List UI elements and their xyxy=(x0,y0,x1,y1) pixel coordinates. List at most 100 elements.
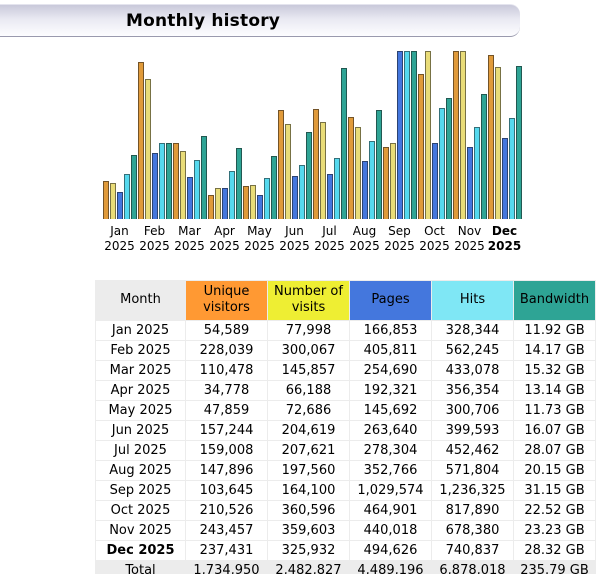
month-column: Dec 2025 xyxy=(487,51,522,254)
month-cell: Apr 2025 xyxy=(95,379,186,401)
month-label: Dec 2025 xyxy=(487,224,522,253)
month-label: Oct 2025 xyxy=(419,224,450,253)
bandwidth-bar xyxy=(340,68,347,219)
bandwidth-bar xyxy=(200,136,207,219)
pages-bar xyxy=(501,138,508,219)
pages-bar xyxy=(116,192,123,219)
value-cell: 464,901 xyxy=(349,499,432,521)
unique-visitors-bar xyxy=(137,62,144,219)
value-cell: 47,859 xyxy=(185,399,268,421)
value-cell: 300,067 xyxy=(267,339,350,361)
bandwidth-bar xyxy=(270,156,277,219)
table-row: Jan 2025 54,589 77,998 166,853 328,344 11.92 … xyxy=(95,319,596,341)
value-cell: 300,706 xyxy=(431,399,514,421)
month-label: Nov 2025 xyxy=(454,224,485,253)
monthly-history-table: Month Unique visitors Number of visits Page… xyxy=(95,280,596,574)
column-header: Bandwidth xyxy=(513,280,596,321)
table-row: Feb 2025 228,039 300,067 405,811 562,245 14.1… xyxy=(95,339,596,361)
table-row: Jun 2025 157,244 204,619 263,640 399,593 16.0… xyxy=(95,419,596,441)
month-label: Jul 2025 xyxy=(314,224,345,253)
value-cell: 204,619 xyxy=(267,419,350,441)
number-of-visits-bar xyxy=(144,79,151,219)
value-cell: 28.32 GB xyxy=(513,539,596,561)
hits-bar xyxy=(158,143,165,219)
month-column: Oct 2025 xyxy=(417,51,452,254)
number-of-visits-bar xyxy=(494,67,501,219)
total-value-cell: 235.79 GB xyxy=(513,559,596,574)
month-cell: Jun 2025 xyxy=(95,419,186,441)
value-cell: 228,039 xyxy=(185,339,268,361)
pages-bar xyxy=(466,147,473,219)
value-cell: 1,029,574 xyxy=(349,479,432,501)
number-of-visits-bar xyxy=(249,185,256,219)
month-cell: Oct 2025 xyxy=(95,499,186,521)
value-cell: 147,896 xyxy=(185,459,268,481)
column-header: Hits xyxy=(431,280,514,321)
number-of-visits-bar xyxy=(214,188,221,219)
bar-group xyxy=(417,51,452,219)
bar-group xyxy=(242,51,277,219)
month-cell: Jan 2025 xyxy=(95,319,186,341)
value-cell: 740,837 xyxy=(431,539,514,561)
value-cell: 237,431 xyxy=(185,539,268,561)
table-row: Sep 2025 103,645 164,100 1,029,574 1,236,325… xyxy=(95,479,596,501)
total-row: Total 1,734,950 2,482,827 4,489,196 6,878,01… xyxy=(95,559,596,574)
month-label: Feb 2025 xyxy=(139,224,170,253)
bandwidth-bar xyxy=(165,143,172,219)
value-cell: 23.23 GB xyxy=(513,519,596,541)
value-cell: 14.17 GB xyxy=(513,339,596,361)
value-cell: 359,603 xyxy=(267,519,350,541)
table-row: Jul 2025 159,008 207,621 278,304 452,462 28.0… xyxy=(95,439,596,461)
value-cell: 494,626 xyxy=(349,539,432,561)
value-cell: 28.07 GB xyxy=(513,439,596,461)
value-cell: 254,690 xyxy=(349,359,432,381)
unique-visitors-bar xyxy=(172,143,179,219)
unique-visitors-bar xyxy=(382,147,389,219)
total-value-cell: 6,878,018 xyxy=(431,559,514,574)
month-cell: Aug 2025 xyxy=(95,459,186,481)
column-header: Unique visitors xyxy=(185,280,268,321)
month-column: Apr 2025 xyxy=(207,51,242,254)
bar-group xyxy=(207,51,242,219)
hits-bar xyxy=(403,51,410,219)
month-column: Jan 2025 xyxy=(102,51,137,254)
bar-group xyxy=(312,51,347,219)
month-column: Sep 2025 xyxy=(382,51,417,254)
pages-bar xyxy=(396,51,403,219)
value-cell: 243,457 xyxy=(185,519,268,541)
month-label: Apr 2025 xyxy=(209,224,240,253)
section-title: Monthly history xyxy=(126,10,281,31)
total-label-cell: Total xyxy=(95,559,186,574)
total-value-cell: 2,482,827 xyxy=(267,559,350,574)
month-cell: Feb 2025 xyxy=(95,339,186,361)
month-column: May 2025 xyxy=(242,51,277,254)
table-row: Nov 2025 243,457 359,603 440,018 678,380 23.2… xyxy=(95,519,596,541)
value-cell: 16.07 GB xyxy=(513,419,596,441)
number-of-visits-bar xyxy=(389,143,396,219)
total-value-cell: 4,489,196 xyxy=(349,559,432,574)
value-cell: 440,018 xyxy=(349,519,432,541)
hits-bar xyxy=(228,171,235,219)
pages-bar xyxy=(221,188,228,219)
total-value-cell: 1,734,950 xyxy=(185,559,268,574)
value-cell: 166,853 xyxy=(349,319,432,341)
month-column: Mar 2025 xyxy=(172,51,207,254)
pages-bar xyxy=(186,177,193,219)
value-cell: 13.14 GB xyxy=(513,379,596,401)
number-of-visits-bar xyxy=(109,183,116,219)
value-cell: 210,526 xyxy=(185,499,268,521)
hits-bar xyxy=(193,160,200,219)
hits-bar xyxy=(473,127,480,219)
table-row: Aug 2025 147,896 197,560 352,766 571,804 20.1… xyxy=(95,459,596,481)
pages-bar xyxy=(361,161,368,219)
value-cell: 11.73 GB xyxy=(513,399,596,421)
value-cell: 54,589 xyxy=(185,319,268,341)
bar-group xyxy=(487,51,522,219)
value-cell: 207,621 xyxy=(267,439,350,461)
unique-visitors-bar xyxy=(487,55,494,219)
value-cell: 405,811 xyxy=(349,339,432,361)
bar-group xyxy=(277,51,312,219)
bandwidth-bar xyxy=(410,51,417,219)
value-cell: 20.15 GB xyxy=(513,459,596,481)
month-cell: Nov 2025 xyxy=(95,519,186,541)
